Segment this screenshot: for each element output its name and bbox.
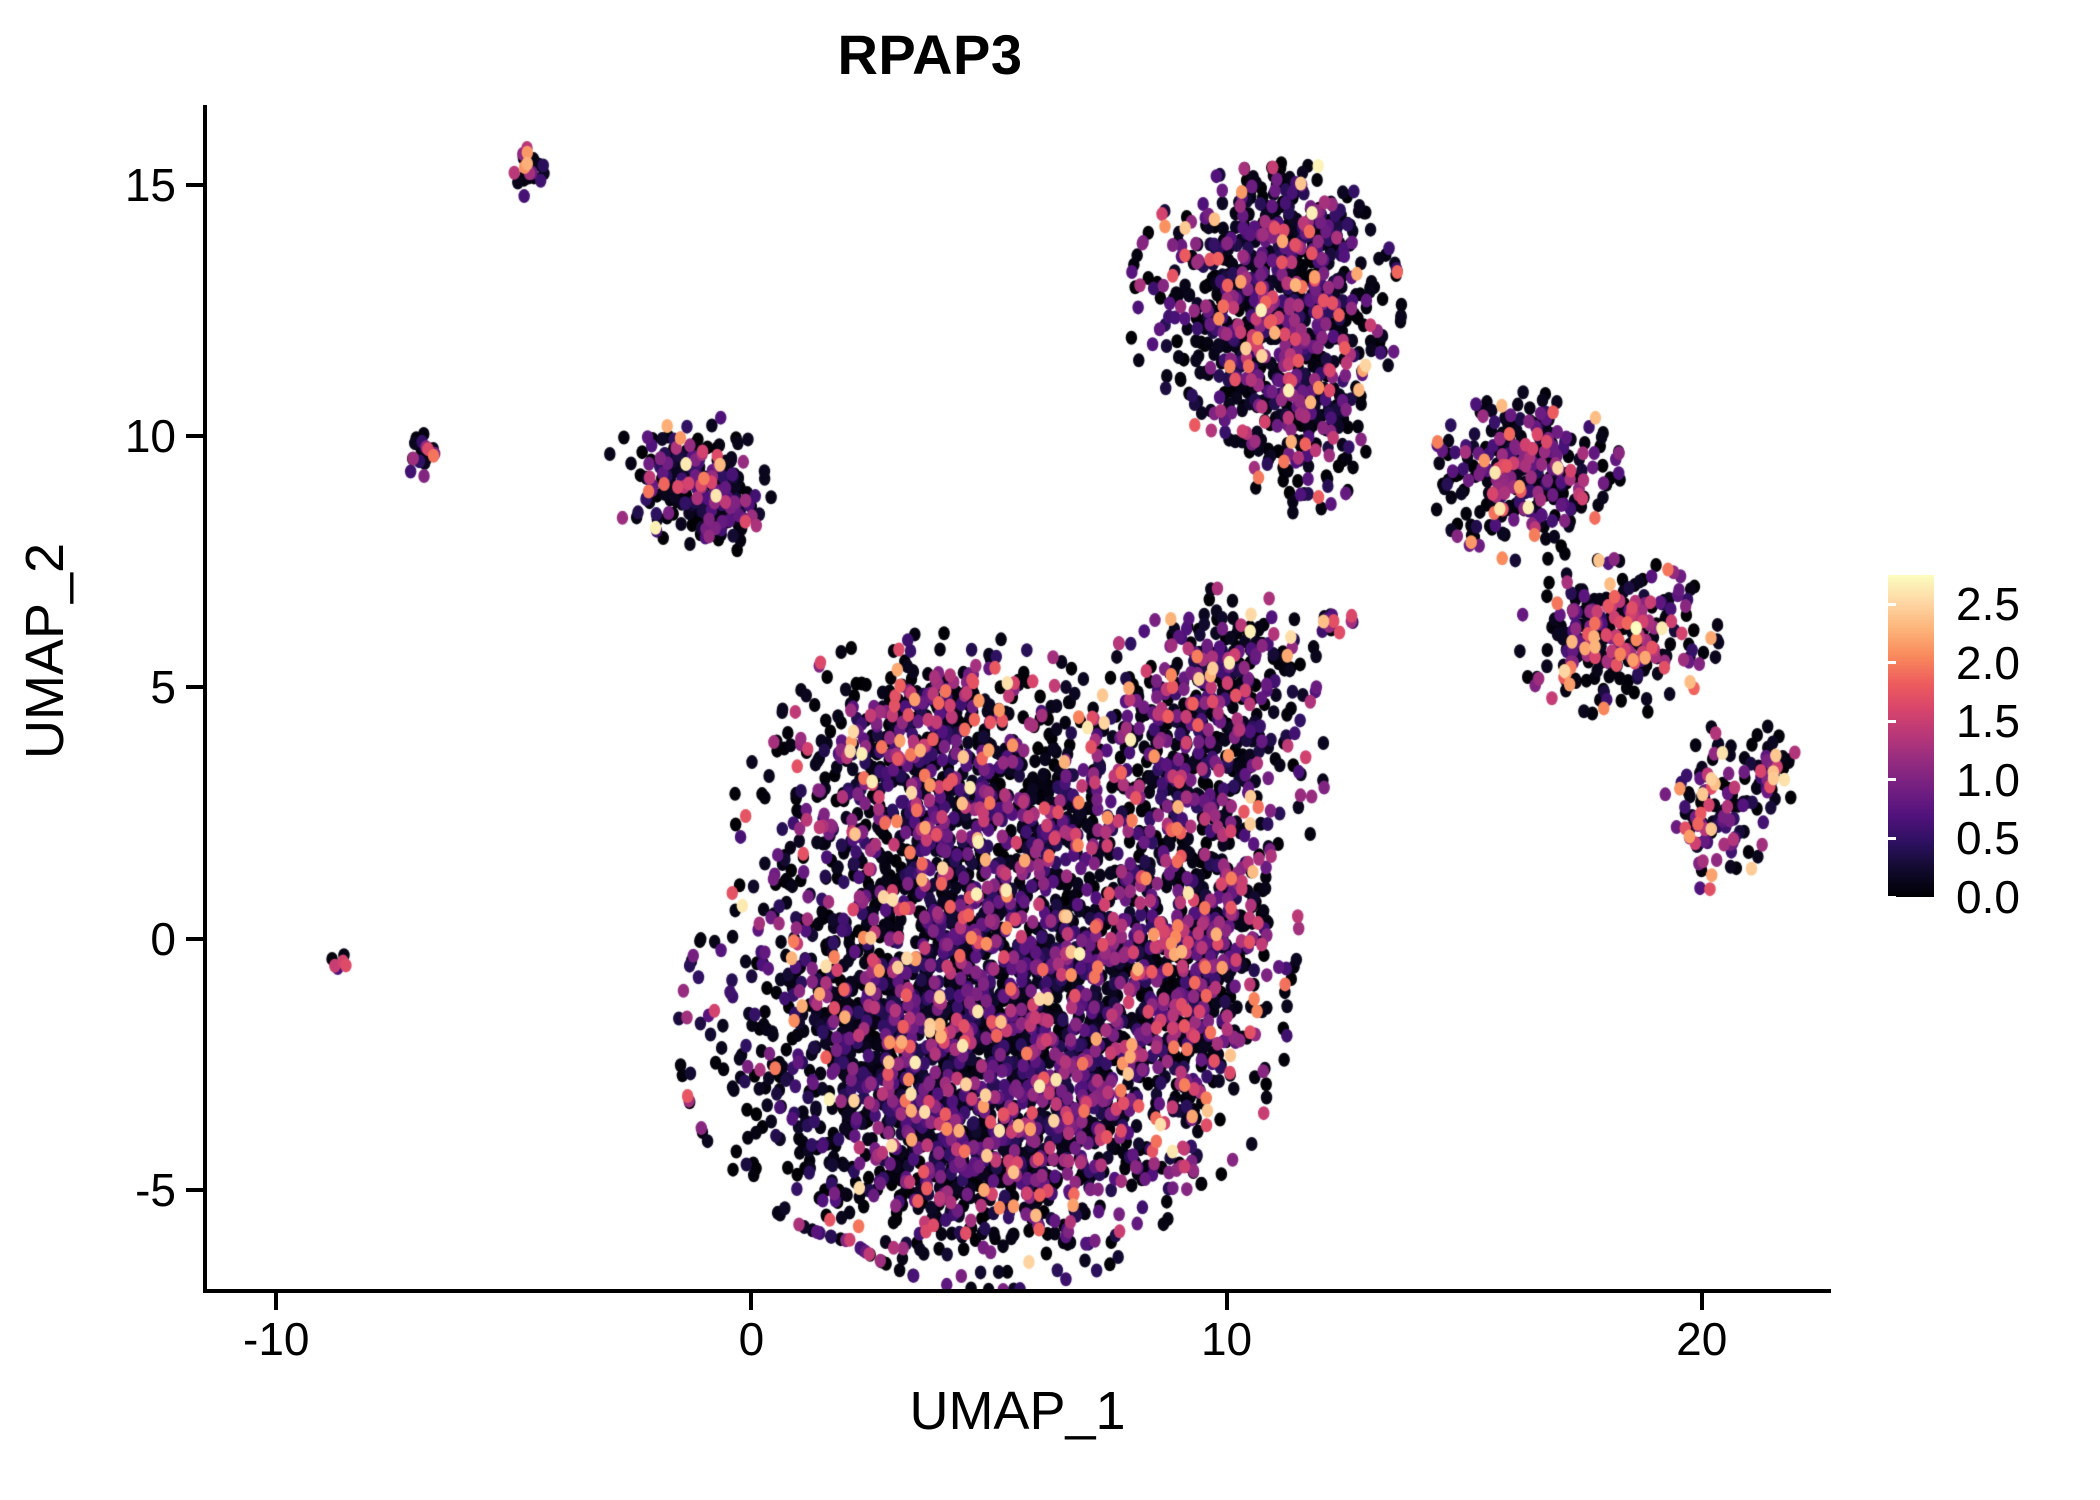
colorbar-tick-mark: [1880, 778, 1888, 782]
y-tick-mark: [186, 183, 203, 188]
y-tick-mark: [186, 434, 203, 439]
colorbar-tick-label: 0.0: [1956, 871, 2020, 923]
x-tick-label: 10: [1200, 1313, 1253, 1365]
y-tick-label: 0: [150, 912, 176, 965]
colorbar-gradient: [1888, 575, 1934, 897]
y-tick-mark: [186, 685, 203, 690]
colorbar-tick-mark: [1880, 602, 1888, 606]
x-tick-mark: [749, 1293, 754, 1310]
colorbar-tick-mark: [1888, 778, 1896, 782]
x-tick-label: 0: [738, 1313, 765, 1365]
y-axis-line: [203, 105, 207, 1292]
colorbar-tick-mark: [1888, 719, 1896, 723]
colorbar-tick-mark: [1880, 719, 1888, 723]
scatter-point-cloud: [205, 105, 1830, 1290]
colorbar-tick-label: 0.5: [1956, 812, 2020, 865]
x-axis-line: [203, 1289, 1831, 1293]
colorbar-tick-mark: [1888, 661, 1896, 665]
colorbar-tick-label: 1.5: [1956, 695, 2020, 748]
colorbar-tick-mark: [1880, 895, 1888, 899]
y-tick-label: 10: [124, 410, 176, 463]
colorbar-tick-label: 1.0: [1956, 753, 2020, 806]
x-tick-mark: [274, 1293, 279, 1310]
x-tick-mark: [1699, 1293, 1704, 1310]
colorbar-tick-mark: [1880, 836, 1888, 840]
x-tick-label: -10: [243, 1313, 310, 1365]
y-tick-label: 5: [150, 661, 176, 714]
x-axis-title: UMAP_1: [909, 1381, 1126, 1441]
page-title: RPAP3: [837, 23, 1023, 86]
y-tick-label: 15: [124, 159, 176, 212]
y-tick-mark: [186, 936, 203, 941]
colorbar-tick-mark: [1880, 661, 1888, 665]
colorbar-tick-label: 2.0: [1956, 636, 2020, 689]
plot-panel: [205, 105, 1830, 1290]
y-axis-title: UMAP_2: [15, 542, 75, 760]
colorbar-tick-mark: [1888, 895, 1896, 899]
colorbar-tick-label: 2.5: [1956, 578, 2020, 631]
x-tick-label: 20: [1676, 1313, 1728, 1365]
colorbar-tick-mark: [1888, 836, 1896, 840]
x-tick-mark: [1224, 1293, 1229, 1310]
colorbar-tick-mark: [1888, 602, 1896, 606]
y-tick-label: -5: [135, 1163, 176, 1216]
y-tick-mark: [186, 1187, 203, 1192]
